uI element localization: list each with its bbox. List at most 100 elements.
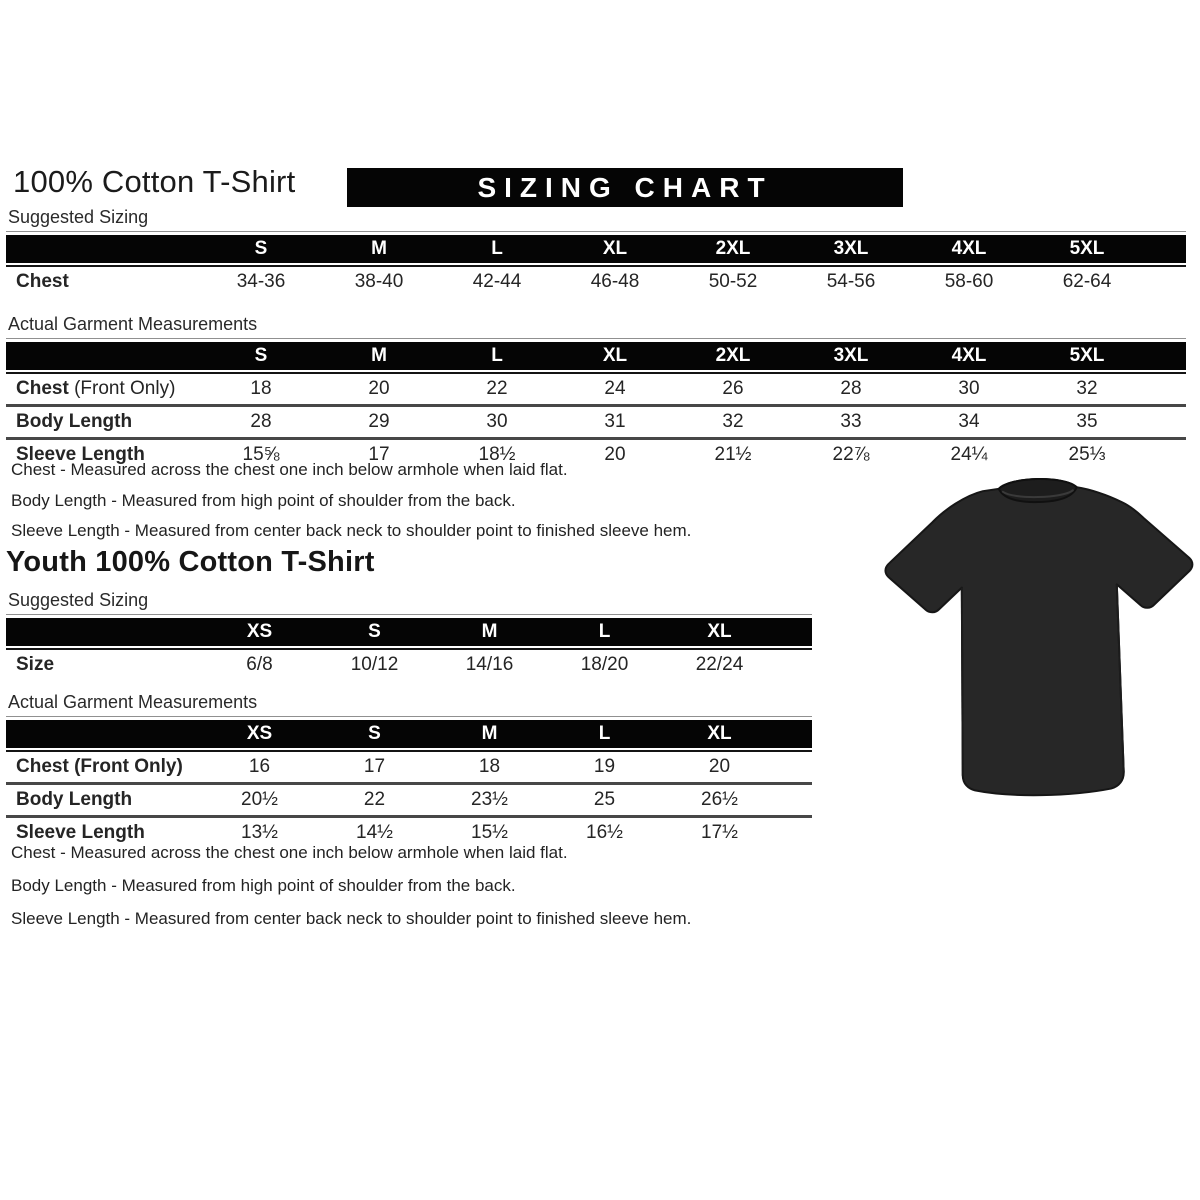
youth-suggested-sizing-label: Suggested Sizing — [6, 590, 812, 615]
table-cell: 26½ — [701, 789, 738, 810]
table-row: Sleeve Length 15⅝ 17 18½ 20 21½ 22⅞ 24¼ … — [6, 437, 1186, 470]
youth-actual-measurements-section: Actual Garment Measurements XS S M L XL … — [6, 692, 812, 848]
table-header-underline — [6, 648, 812, 650]
table-cell: 22⅞ — [832, 444, 870, 465]
page-title: 100% Cotton T-Shirt — [13, 164, 296, 199]
row-label: Chest — [6, 271, 202, 293]
note-line: Body Length - Measured from high point o… — [11, 490, 516, 510]
tshirt-product-image — [874, 449, 1200, 838]
table-cell: 14/16 — [465, 654, 514, 675]
table-row: Chest (Front Only) 16 17 18 19 20 — [6, 752, 812, 782]
table-row: Chest 34-36 38-40 42-44 46-48 50-52 54-5… — [6, 267, 1186, 297]
table-cell: 18 — [250, 378, 272, 399]
table-cell: 19 — [593, 756, 616, 777]
note-line: Chest - Measured across the chest one in… — [11, 460, 568, 479]
table-cell: 16½ — [586, 822, 623, 843]
row-label: Body Length — [6, 411, 202, 433]
youth-actual-header-row: XS S M L XL — [6, 720, 812, 750]
size-column-header: M — [371, 345, 387, 366]
table-cell: 28 — [840, 378, 862, 399]
table-cell: 23½ — [471, 789, 508, 810]
table-cell: 21½ — [714, 444, 752, 465]
black-tshirt-icon — [884, 478, 1194, 797]
table-cell: 18 — [478, 756, 501, 777]
table-cell: 22 — [363, 789, 386, 810]
size-column-header: XS — [246, 723, 273, 744]
table-cell: 20½ — [241, 789, 278, 810]
adult-actual-measurements-section: Actual Garment Measurements S M L XL 2XL… — [6, 314, 1186, 470]
table-cell: 17½ — [701, 822, 738, 843]
row-label: Size — [6, 654, 202, 676]
size-column-header: M — [481, 621, 498, 642]
row-label-text: Size — [16, 654, 55, 675]
note-line: Sleeve Length - Measured from center bac… — [11, 521, 692, 540]
youth-section-title: Youth 100% Cotton T-Shirt — [6, 546, 375, 578]
adult-suggested-sizing-section: Suggested Sizing S M L XL 2XL 3XL 4XL 5X… — [6, 207, 1186, 297]
size-column-header: 4XL — [951, 238, 987, 259]
size-column-header: S — [254, 238, 268, 259]
table-cell: 14½ — [356, 822, 393, 843]
row-label: Chest (Front Only) — [6, 378, 202, 400]
table-row: Size 6/8 10/12 14/16 18/20 22/24 — [6, 650, 812, 680]
note-line: Chest - Measured across the chest one in… — [11, 843, 568, 862]
table-cell: 28 — [250, 411, 272, 432]
adult-suggested-sizing-label: Suggested Sizing — [6, 207, 1186, 232]
adult-actual-measurements-label: Actual Garment Measurements — [6, 314, 1186, 339]
sizing-chart-banner: SIZING CHART — [347, 168, 903, 207]
table-cell: 16 — [248, 756, 271, 777]
table-cell: 26 — [722, 378, 744, 399]
table-cell: 32 — [1076, 378, 1098, 399]
table-cell: 20 — [604, 444, 626, 465]
table-cell: 20 — [708, 756, 731, 777]
table-row: Chest (Front Only) 18 20 22 24 26 28 30 … — [6, 374, 1186, 404]
size-column-header: M — [481, 723, 498, 744]
table-cell: 62-64 — [1062, 271, 1112, 292]
table-cell: 13½ — [241, 822, 278, 843]
table-cell: 50-52 — [708, 271, 758, 292]
youth-suggested-header-row: XS S M L XL — [6, 618, 812, 648]
table-cell: 18/20 — [580, 654, 629, 675]
size-column-header: L — [491, 345, 503, 366]
size-column-header: L — [598, 621, 611, 642]
table-cell: 58-60 — [944, 271, 994, 292]
table-cell: 33 — [840, 411, 862, 432]
adult-suggested-header-row: S M L XL 2XL 3XL 4XL 5XL — [6, 235, 1186, 265]
size-column-header: 2XL — [715, 238, 751, 259]
size-column-header: L — [598, 723, 611, 744]
size-column-header: XL — [707, 723, 732, 744]
table-cell: 18½ — [478, 444, 516, 465]
table-cell: 46-48 — [590, 271, 640, 292]
table-cell: 34-36 — [236, 271, 286, 292]
row-label-text: Body Length — [16, 789, 133, 810]
size-column-header: S — [254, 345, 268, 366]
table-cell: 25 — [593, 789, 616, 810]
table-cell: 22 — [486, 378, 508, 399]
table-row: Body Length 20½ 22 23½ 25 26½ — [6, 782, 812, 815]
size-column-header: M — [371, 238, 387, 259]
table-header-underline — [6, 750, 812, 752]
table-cell: 25⅓ — [1068, 444, 1106, 465]
table-row: Body Length 28 29 30 31 32 33 34 35 — [6, 404, 1186, 437]
row-label-text: Sleeve Length — [16, 822, 145, 843]
youth-actual-measurements-label: Actual Garment Measurements — [6, 692, 812, 717]
youth-measurement-notes: Chest - Measured across the chest one in… — [11, 843, 691, 942]
row-label-text: Chest (Front Only) — [16, 756, 183, 777]
table-cell: 24¼ — [950, 444, 988, 465]
size-column-header: S — [368, 621, 381, 642]
size-column-header: 5XL — [1069, 345, 1105, 366]
table-cell: 42-44 — [472, 271, 522, 292]
row-label: Body Length — [6, 789, 202, 811]
adult-actual-header-row: S M L XL 2XL 3XL 4XL 5XL — [6, 342, 1186, 372]
note-line: Sleeve Length - Measured from center bac… — [11, 909, 692, 928]
youth-suggested-sizing-section: Suggested Sizing XS S M L XL Size 6/8 10… — [6, 590, 812, 680]
table-cell: 10/12 — [350, 654, 399, 675]
table-cell: 15⅝ — [242, 444, 280, 465]
size-column-header: 3XL — [833, 345, 869, 366]
row-label-text: Chest — [16, 378, 69, 399]
table-cell: 30 — [486, 411, 508, 432]
row-label-text: Sleeve Length — [16, 444, 145, 465]
table-header-underline — [6, 372, 1186, 374]
row-label: Chest (Front Only) — [6, 756, 202, 778]
size-column-header: 3XL — [833, 238, 869, 259]
table-cell: 17 — [363, 756, 386, 777]
